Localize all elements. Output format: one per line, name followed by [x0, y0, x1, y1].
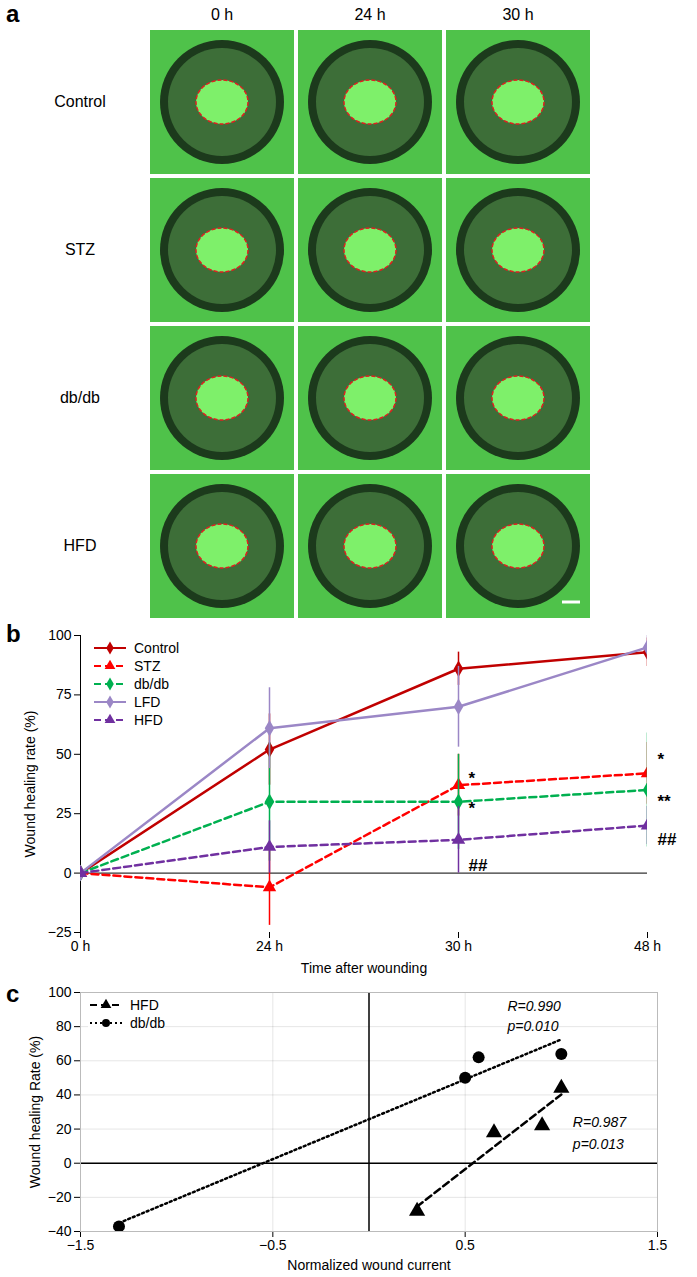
svg-text:p=0.013: p=0.013 — [572, 1136, 624, 1152]
html-text:LFD: LFD — [134, 694, 161, 710]
svg-text:STZ: STZ — [65, 241, 95, 258]
svg-text:Wound healing Rate (%): Wound healing Rate (%) — [27, 1036, 43, 1188]
svg-text:Control: Control — [54, 93, 106, 110]
svg-text:40: 40 — [56, 1086, 72, 1102]
html-text:a: a — [6, 0, 20, 27]
html-text:HFD: HFD — [134, 712, 163, 728]
html-text:HFD: HFD — [130, 997, 159, 1013]
svg-text:0 h: 0 h — [71, 938, 90, 954]
svg-text:0.5: 0.5 — [455, 1237, 475, 1253]
svg-text:**: ** — [658, 792, 672, 811]
svg-text:80: 80 — [56, 1018, 72, 1034]
html-text:b: b — [6, 620, 21, 647]
html-text:STZ: STZ — [134, 658, 161, 674]
svg-text:−40: −40 — [47, 1223, 72, 1239]
html-text:db/db: db/db — [130, 1015, 165, 1031]
svg-text:30 h: 30 h — [502, 6, 533, 23]
svg-text:0 h: 0 h — [211, 6, 233, 23]
svg-text:*: * — [469, 799, 476, 818]
svg-text:30 h: 30 h — [445, 938, 472, 954]
svg-text:1.5: 1.5 — [648, 1237, 668, 1253]
svg-text:20: 20 — [56, 1121, 72, 1137]
svg-text:−0.5: −0.5 — [259, 1237, 287, 1253]
svg-text:60: 60 — [56, 1052, 72, 1068]
svg-text:50: 50 — [56, 746, 72, 762]
svg-text:48 h: 48 h — [634, 938, 661, 954]
svg-text:Wound healing rate (%): Wound healing rate (%) — [22, 711, 38, 858]
svg-text:25: 25 — [56, 805, 72, 821]
svg-text:24 h: 24 h — [354, 6, 385, 23]
svg-text:−1.5: −1.5 — [67, 1237, 95, 1253]
svg-text:##: ## — [658, 830, 677, 849]
svg-text:−20: −20 — [48, 1189, 72, 1205]
svg-text:R=0.990: R=0.990 — [507, 998, 561, 1014]
svg-text:Time after wounding: Time after wounding — [301, 960, 427, 976]
html-text:db/db: db/db — [134, 676, 169, 692]
svg-text:Normalized wound current: Normalized wound current — [287, 1257, 451, 1273]
svg-text:75: 75 — [56, 686, 72, 702]
svg-text:100: 100 — [48, 627, 72, 643]
svg-text:*: * — [658, 749, 665, 768]
svg-text:db/db: db/db — [60, 389, 100, 406]
svg-text:HFD: HFD — [64, 537, 97, 554]
svg-text:p=0.010: p=0.010 — [506, 1018, 558, 1034]
svg-text:*: * — [469, 769, 476, 788]
svg-text:−25: −25 — [48, 924, 72, 940]
svg-text:0: 0 — [64, 1155, 72, 1171]
html-text:Control: Control — [134, 640, 180, 656]
svg-text:24 h: 24 h — [256, 938, 283, 954]
svg-text:##: ## — [469, 856, 488, 875]
svg-text:R=0.987: R=0.987 — [573, 1114, 628, 1130]
svg-text:100: 100 — [48, 984, 72, 1000]
html-text:c: c — [6, 980, 20, 1007]
svg-text:0: 0 — [64, 865, 72, 881]
